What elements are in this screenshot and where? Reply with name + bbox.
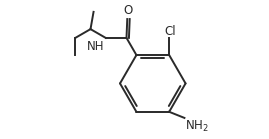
Text: Cl: Cl	[164, 24, 176, 38]
Text: NH$_2$: NH$_2$	[185, 119, 209, 134]
Text: O: O	[124, 4, 133, 17]
Text: NH: NH	[87, 40, 104, 53]
